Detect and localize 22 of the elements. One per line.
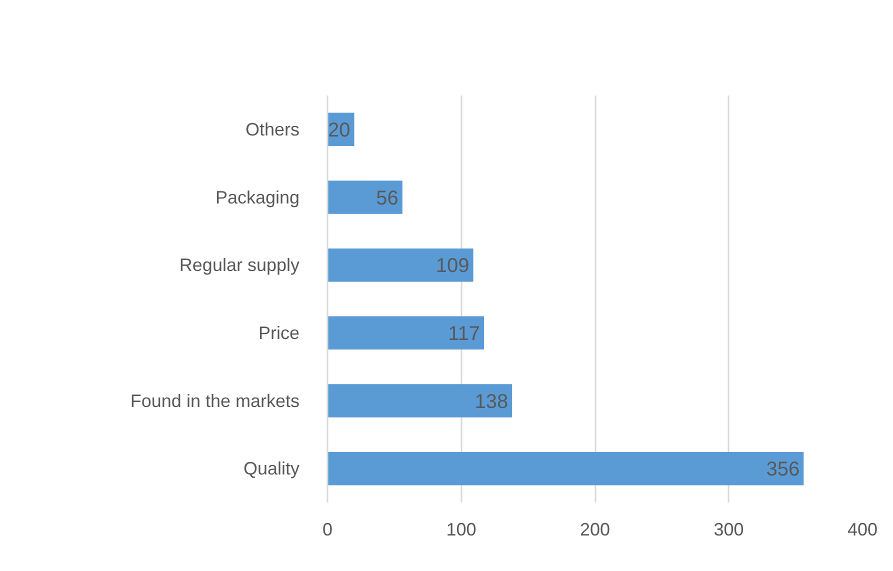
x-tick-label: 0 bbox=[322, 520, 333, 540]
data-label: 20 bbox=[328, 119, 350, 142]
y-tick-label: Others bbox=[245, 119, 300, 140]
data-label: 109 bbox=[436, 255, 470, 278]
y-tick-label: Regular supply bbox=[179, 255, 300, 276]
data-label: 56 bbox=[376, 187, 398, 210]
y-tick-label: Packaging bbox=[215, 187, 300, 208]
x-tick-label: 200 bbox=[580, 520, 610, 540]
bar bbox=[328, 180, 402, 214]
bar bbox=[328, 384, 512, 418]
y-tick-label: Quality bbox=[243, 458, 300, 479]
bar bbox=[328, 452, 804, 486]
x-tick-label: 300 bbox=[714, 520, 744, 540]
data-label: 356 bbox=[766, 458, 800, 481]
bar bbox=[328, 316, 484, 350]
y-tick-label: Found in the markets bbox=[130, 390, 300, 411]
data-label: 117 bbox=[448, 322, 480, 345]
y-tick-label: Price bbox=[258, 322, 300, 343]
bar bbox=[328, 248, 474, 282]
x-tick-label: 100 bbox=[446, 520, 476, 540]
x-tick-label: 400 bbox=[847, 520, 878, 540]
data-label: 138 bbox=[474, 390, 508, 413]
